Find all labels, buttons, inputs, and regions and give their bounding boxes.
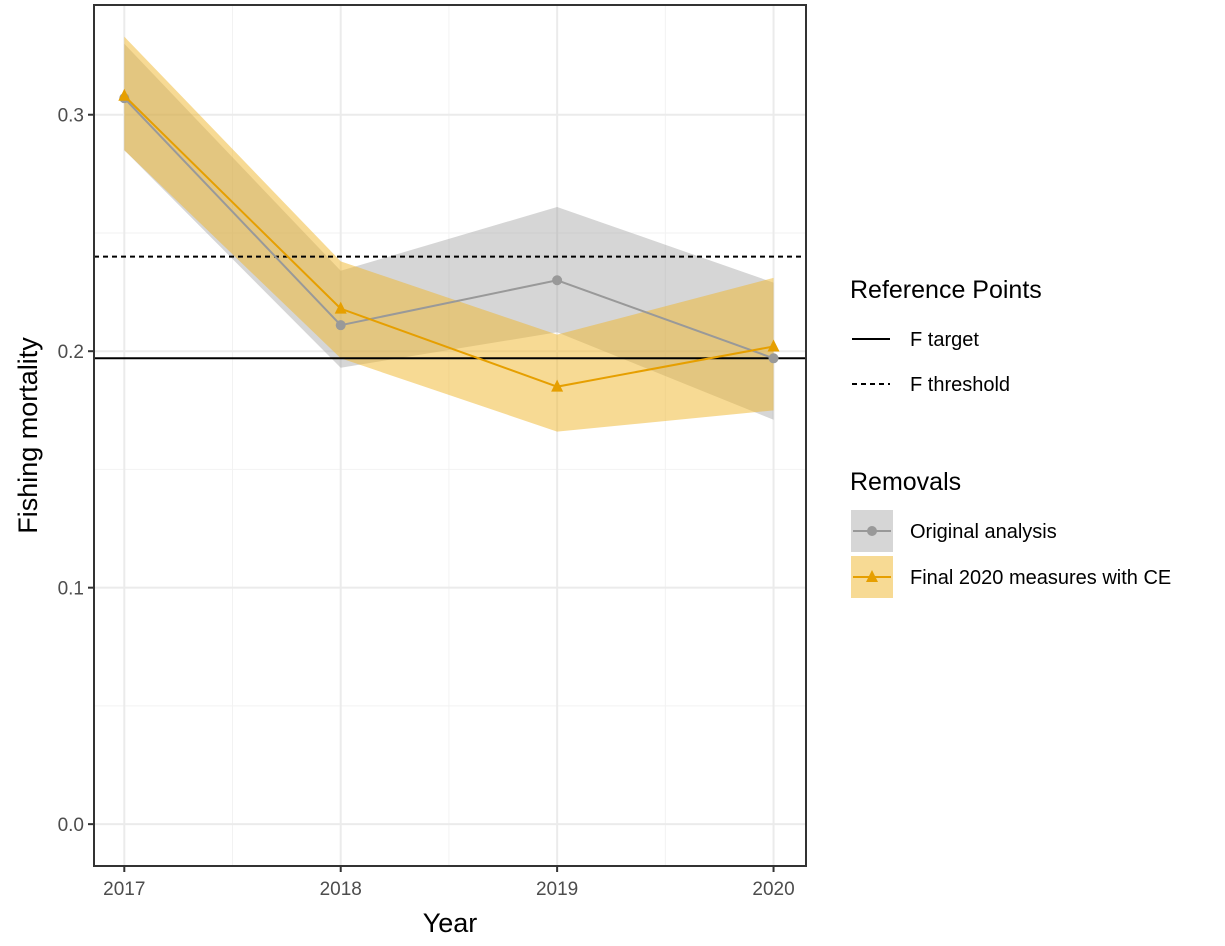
- legend-title-reference-points: Reference Points: [850, 276, 1042, 304]
- data-point-0-2: [552, 275, 563, 286]
- x-tick-label: 2019: [536, 879, 578, 900]
- x-tick-label: 2020: [752, 879, 794, 900]
- data-point-1-0: [118, 88, 131, 101]
- legend-label-f-threshold: F threshold: [910, 374, 1010, 396]
- data-point-0-3: [768, 353, 779, 364]
- x-axis-title: Year: [423, 908, 478, 938]
- data-point-1-1: [334, 301, 347, 314]
- series-line-1: [123, 95, 774, 388]
- y-tick-label: 0.0: [58, 815, 84, 836]
- y-tick-label: 0.3: [58, 106, 84, 127]
- legend-label-series-0: Original analysis: [910, 521, 1057, 543]
- data-point-0-1: [335, 320, 346, 331]
- data-point-1-2: [551, 379, 564, 392]
- legend-label-series-1: Final 2020 measures with CE: [910, 567, 1171, 589]
- legend-title-removals: Removals: [850, 468, 961, 496]
- y-axis-title: Fishing mortality: [13, 337, 43, 534]
- y-tick-label: 0.2: [58, 342, 84, 363]
- panel-border: [93, 4, 807, 867]
- legend-key-marker-1: [866, 570, 878, 582]
- y-tick-label: 0.1: [58, 579, 84, 600]
- series-line-0: [123, 97, 774, 360]
- x-tick-label: 2018: [320, 879, 362, 900]
- x-tick-label: 2017: [103, 879, 145, 900]
- legend-label-f-target: F target: [910, 329, 979, 351]
- legend-key-marker-0: [867, 526, 877, 536]
- ribbon-1: [124, 36, 774, 432]
- data-point-1-3: [767, 339, 780, 352]
